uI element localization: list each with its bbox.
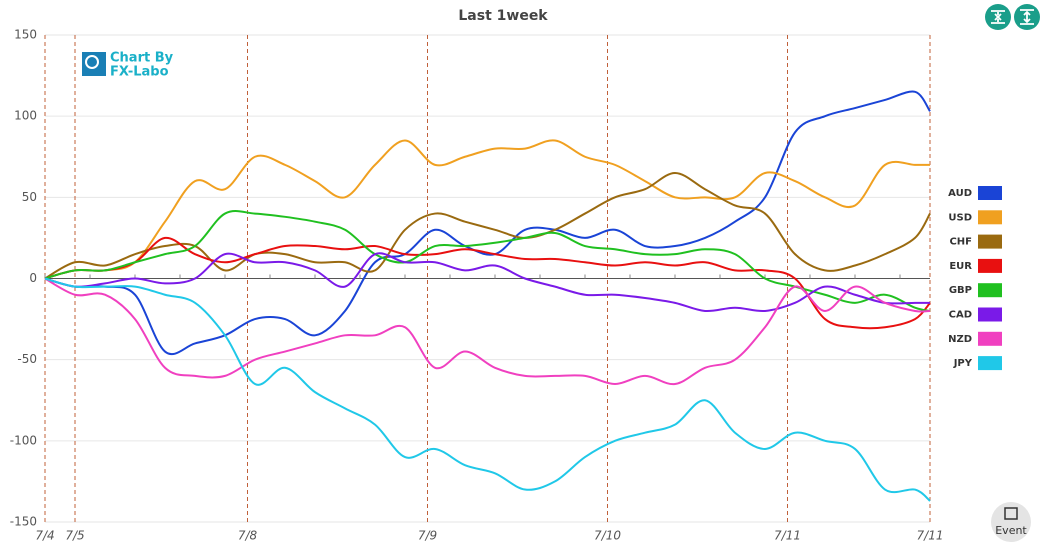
series-line — [44, 277, 931, 386]
x-tick-label: 7/8 — [238, 529, 258, 543]
legend-swatch — [978, 356, 1002, 371]
legend-label: CAD — [949, 310, 972, 321]
series-line — [44, 252, 930, 313]
legend-label: GBP — [949, 285, 972, 296]
legend-label: NZD — [948, 334, 972, 345]
fit-icon — [1020, 9, 1034, 25]
legend-swatch — [978, 283, 1002, 298]
event-button[interactable]: Event — [991, 502, 1031, 542]
y-tick-label: -50 — [17, 352, 37, 366]
chart-title: Last 1week — [458, 8, 548, 24]
legend-swatch — [978, 234, 1002, 249]
series-line — [44, 90, 931, 356]
logo-text: FX-Labo — [110, 65, 169, 80]
x-tick-label: 7/11 — [774, 529, 801, 543]
series-line — [44, 277, 931, 502]
y-tick-label: 50 — [22, 190, 37, 204]
series-line — [44, 171, 931, 280]
legend-swatch — [978, 307, 1002, 322]
toolbar — [985, 4, 1040, 30]
legend-label: JPY — [953, 358, 973, 369]
y-tick-label: 0 — [29, 271, 37, 285]
x-tick-label: 7/10 — [594, 529, 621, 543]
legend-swatch — [978, 258, 1002, 273]
y-tick-label: -100 — [10, 433, 37, 447]
y-tick-label: 100 — [14, 109, 37, 123]
x-tick-label: 7/4 — [35, 529, 54, 543]
event-label: Event — [995, 524, 1027, 537]
x-tick-label: 7/9 — [418, 529, 437, 543]
legend-swatch — [978, 186, 1002, 200]
y-tick-label: 150 — [14, 28, 37, 42]
x-tick-label: 7/5 — [65, 529, 84, 543]
logo-text: Chart By — [110, 51, 174, 66]
legend-label: EUR — [949, 261, 972, 272]
legend-label: AUD — [948, 188, 972, 199]
y-tick-label: -150 — [10, 515, 37, 529]
series-line — [44, 139, 930, 280]
logo: Chart By FX-Labo — [82, 51, 174, 80]
legend-swatch — [978, 210, 1002, 225]
legend-label: USD — [948, 212, 972, 223]
logo-lens — [85, 55, 99, 69]
series-line — [44, 236, 931, 330]
legend-swatch — [978, 331, 1002, 346]
zoom-icon — [991, 10, 1005, 24]
x-tick-label: 7/11 — [917, 529, 944, 543]
legend-label: CHF — [949, 237, 972, 248]
